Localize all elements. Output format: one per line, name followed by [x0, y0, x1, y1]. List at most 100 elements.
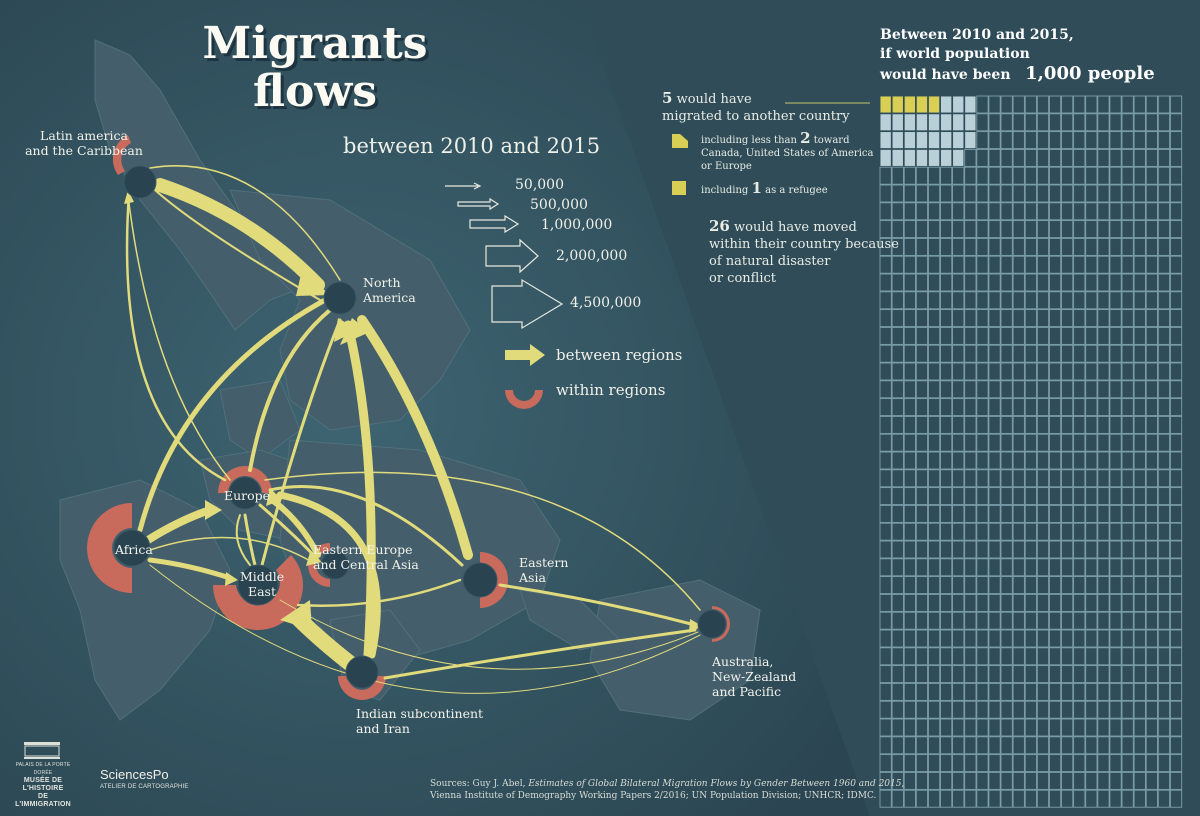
person-cell — [891, 451, 904, 470]
legend-within-label: within regions — [556, 381, 666, 399]
person-cell — [1048, 326, 1062, 345]
person-cell — [1061, 451, 1074, 470]
swatch-toward-north-fold — [680, 134, 688, 141]
person-cell — [1061, 326, 1074, 345]
person-cell — [1145, 682, 1158, 701]
person-cell — [1000, 380, 1013, 399]
person-cell — [1073, 451, 1086, 470]
sources-title: Estimates of Global Bilateral Migration … — [528, 779, 902, 789]
person-cell — [879, 415, 892, 434]
person-cell — [1061, 113, 1074, 132]
person-cell — [891, 789, 904, 808]
person-cell — [1157, 380, 1171, 399]
person-cell — [952, 593, 965, 612]
label-eastern-asia: Eastern Asia — [519, 555, 568, 585]
person-cell — [903, 380, 916, 399]
ring-australia — [712, 606, 730, 642]
person-cell — [1000, 647, 1013, 666]
person-cell — [1048, 771, 1062, 790]
person-cell — [1097, 611, 1110, 630]
person-cell — [1012, 362, 1025, 381]
person-cell — [1048, 700, 1062, 719]
person-cell — [1024, 113, 1037, 132]
person-cell — [1157, 398, 1171, 417]
person-cell — [891, 237, 904, 256]
label-middle-east: Middle East — [240, 569, 284, 599]
person-cell — [1000, 166, 1013, 185]
person-cell — [1097, 309, 1110, 328]
person-cell — [940, 682, 953, 701]
person-cell — [952, 700, 965, 719]
person-cell — [988, 665, 1001, 684]
person-cell — [1000, 522, 1013, 541]
swatch-refugee — [672, 181, 686, 195]
person-cell — [1157, 522, 1171, 541]
person-cell — [1169, 113, 1183, 132]
person-cell — [988, 718, 1001, 737]
person-cell — [1145, 184, 1158, 203]
flow-africa-to-europe — [144, 506, 214, 544]
person-cell — [1133, 291, 1146, 310]
person-cell — [940, 771, 953, 790]
person-cell — [1109, 647, 1122, 666]
person-cell — [1048, 255, 1062, 274]
person-cell — [952, 736, 965, 755]
person-cell — [1097, 700, 1110, 719]
person-cell — [891, 309, 904, 328]
person-cell — [1157, 273, 1171, 292]
displaced-cell — [903, 131, 916, 150]
person-cell — [940, 522, 953, 541]
arrowhead-europe-2 — [266, 488, 282, 506]
person-cell — [1036, 611, 1050, 630]
person-cell — [1024, 504, 1037, 523]
person-cell — [1133, 326, 1146, 345]
person-cell — [1048, 558, 1062, 577]
person-cell — [1145, 255, 1158, 274]
person-cell — [1024, 309, 1037, 328]
person-cell — [952, 237, 965, 256]
person-cell — [915, 451, 929, 470]
person-cell — [1109, 593, 1122, 612]
person-cell — [952, 682, 965, 701]
person-cell — [1000, 771, 1013, 790]
displaced-cell — [891, 148, 904, 167]
person-cell — [1024, 326, 1037, 345]
person-cell — [1036, 771, 1050, 790]
person-cell — [1048, 647, 1062, 666]
person-cell — [879, 771, 892, 790]
person-cell — [1012, 647, 1025, 666]
person-cell — [940, 451, 953, 470]
displaced-cell — [879, 131, 892, 150]
person-cell — [1036, 415, 1050, 434]
person-cell — [1000, 202, 1013, 221]
person-cell — [927, 487, 941, 506]
person-cell — [1109, 398, 1122, 417]
person-cell — [1145, 611, 1158, 630]
person-cell — [1133, 469, 1146, 488]
person-cell — [1000, 344, 1013, 363]
person-cell — [1073, 629, 1086, 648]
stats-head-2: if world population — [880, 46, 1030, 62]
person-cell — [988, 433, 1001, 452]
museum-logo: PALAIS DE LA PORTE DORÉE MUSÉE DE L'HIST… — [14, 761, 72, 809]
person-cell — [927, 344, 941, 363]
person-cell — [1145, 504, 1158, 523]
person-cell — [1133, 665, 1146, 684]
flow-europe-to-australia — [264, 471, 701, 611]
person-cell — [1145, 469, 1158, 488]
person-cell — [1024, 220, 1037, 239]
person-cell — [1048, 433, 1062, 452]
person-cell — [1085, 647, 1098, 666]
person-cell — [1024, 202, 1037, 221]
person-cell — [879, 611, 892, 630]
migrant-cell — [927, 95, 941, 114]
person-cell — [1061, 433, 1074, 452]
person-cell — [1073, 576, 1086, 595]
displaced-cell — [940, 131, 953, 150]
person-cell — [1121, 629, 1134, 648]
person-cell — [1157, 593, 1171, 612]
person-cell — [1121, 665, 1134, 684]
person-cell — [976, 558, 989, 577]
person-cell — [1097, 131, 1110, 150]
person-cell — [1048, 415, 1062, 434]
